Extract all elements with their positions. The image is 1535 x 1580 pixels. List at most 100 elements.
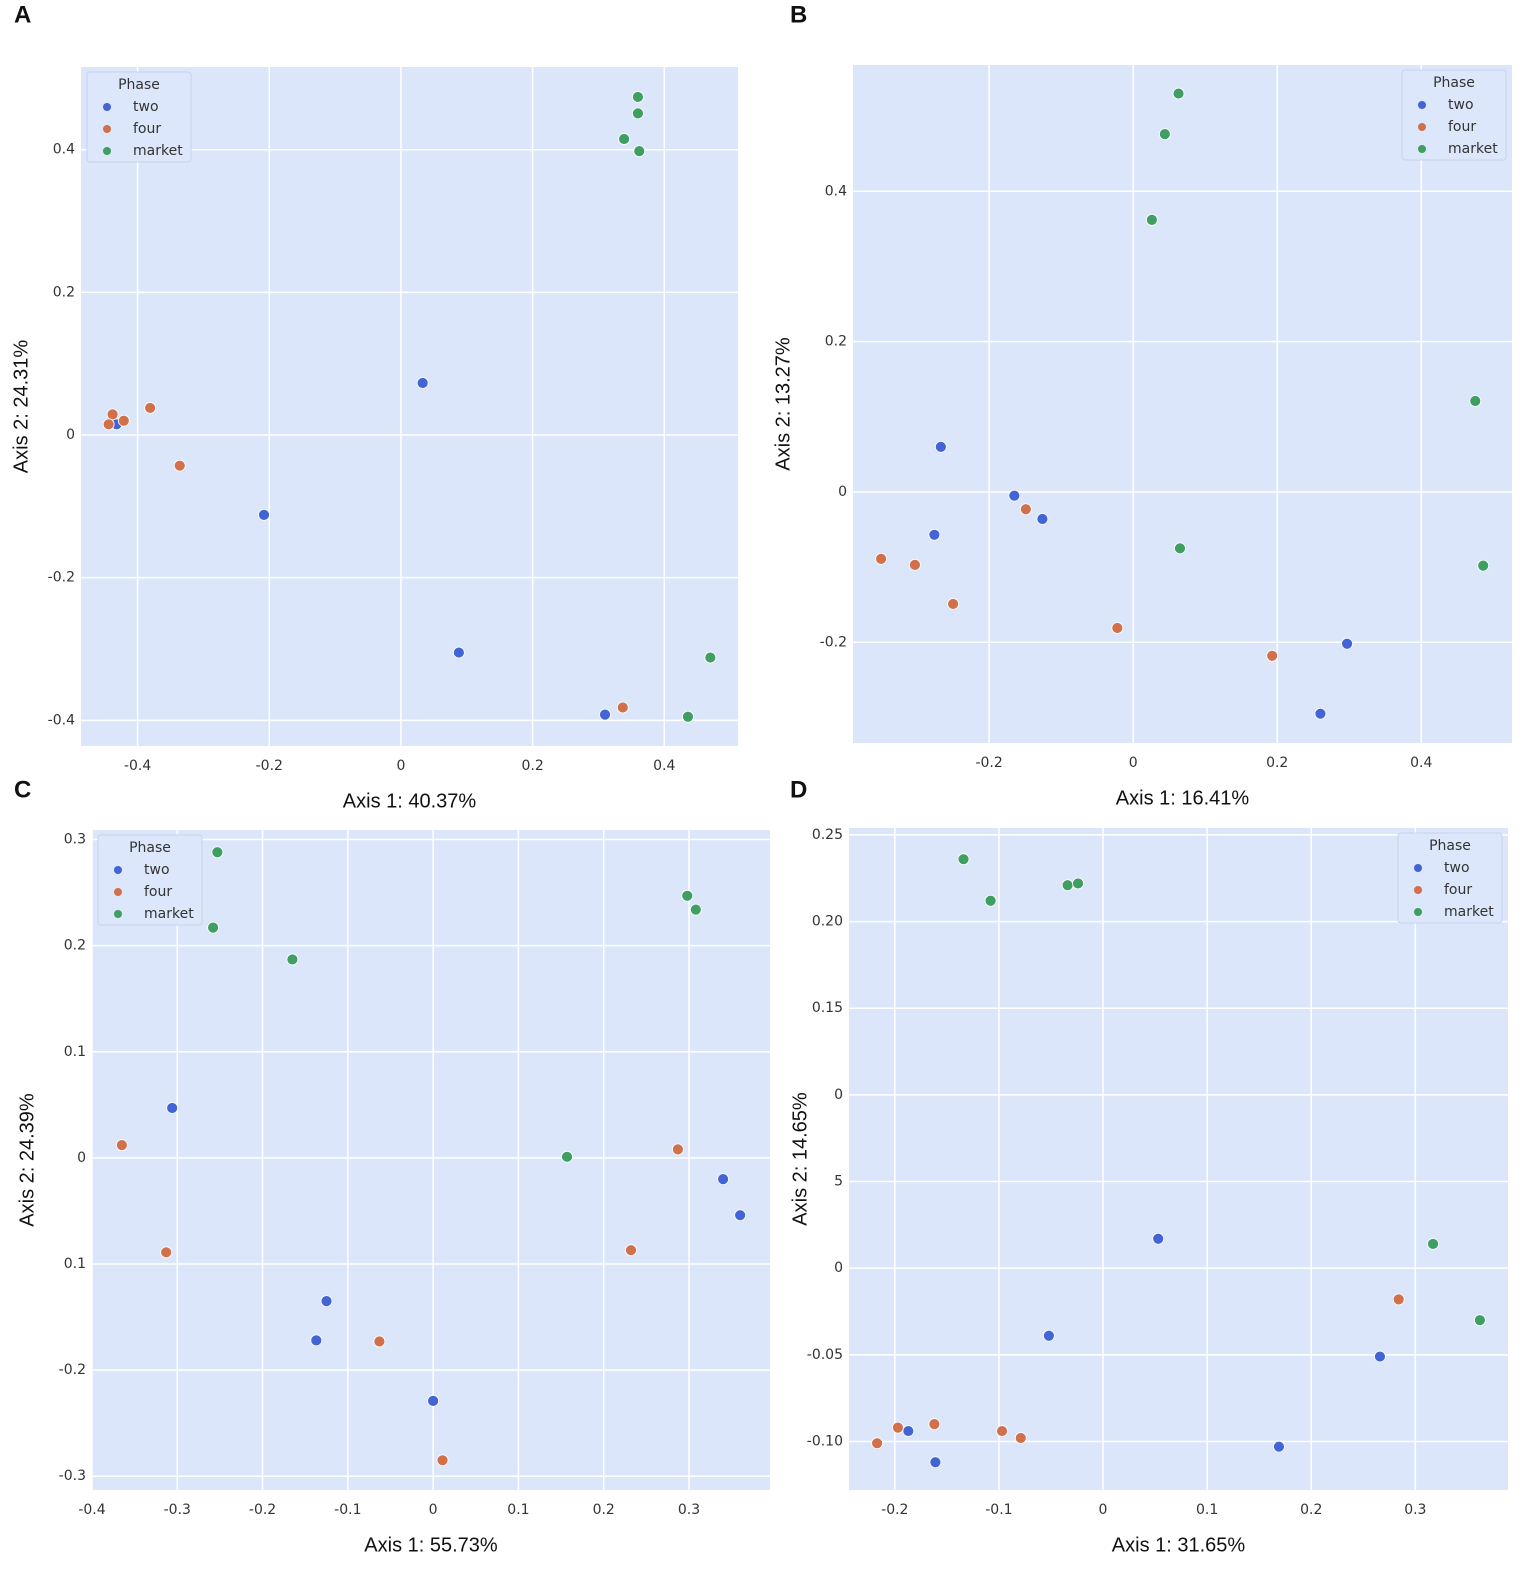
legend-title: Phase <box>1433 75 1475 91</box>
legend-box <box>1397 832 1503 924</box>
plot-area <box>92 830 770 1490</box>
legend-label: market <box>1444 904 1494 920</box>
x-tick-label: 0.2 <box>593 1502 615 1518</box>
y-axis-label: Axis 2: 24.31% <box>10 340 32 474</box>
point <box>160 1246 173 1259</box>
point <box>1477 559 1490 572</box>
point <box>909 558 921 571</box>
legend-title: Phase <box>129 840 171 856</box>
point <box>1273 1440 1285 1453</box>
x-tick-label: -0.3 <box>164 1502 191 1518</box>
legend-marker <box>1414 864 1422 872</box>
legend-box <box>86 71 192 163</box>
y-tick-label: 5 <box>834 1174 843 1190</box>
point <box>1266 649 1279 662</box>
x-tick-label: 0.1 <box>507 1502 529 1518</box>
y-tick-label: 0.1 <box>64 1256 86 1272</box>
point <box>207 921 220 934</box>
y-tick-label: 0 <box>838 484 847 500</box>
legend-box <box>97 834 203 926</box>
x-tick-label: -0.2 <box>975 755 1002 771</box>
x-tick-label: 0.2 <box>521 758 543 774</box>
point <box>632 107 644 120</box>
x-tick-label: 0 <box>1129 755 1138 771</box>
x-tick-label: -0.4 <box>124 758 151 774</box>
point <box>1111 622 1124 634</box>
legend: Phase two four market <box>1401 69 1507 161</box>
point <box>984 894 997 907</box>
x-tick-label: 0 <box>429 1502 438 1518</box>
x-axis-label: Axis 1: 16.41% <box>1116 787 1250 809</box>
point <box>1174 542 1186 555</box>
point <box>892 1421 904 1434</box>
legend: Phase two four market <box>86 71 192 163</box>
point <box>1008 489 1021 502</box>
point <box>633 145 646 158</box>
point <box>1036 513 1049 525</box>
point <box>599 708 611 721</box>
point <box>1158 128 1171 141</box>
legend-box <box>1401 69 1507 161</box>
point <box>1019 503 1032 516</box>
point <box>106 408 119 421</box>
x-axis-label: Axis 1: 31.65% <box>1112 1534 1246 1556</box>
x-tick-label: -0.1 <box>985 1502 1012 1518</box>
y-tick-label: 0.4 <box>53 142 75 158</box>
point <box>704 651 717 664</box>
legend-marker <box>114 910 122 918</box>
legend-marker <box>114 866 122 874</box>
point <box>1152 1232 1165 1245</box>
x-tick-label: 0.4 <box>1410 755 1432 771</box>
x-tick-label: -0.4 <box>78 1502 105 1518</box>
legend-marker <box>1414 908 1422 916</box>
x-tick-label: 0.1 <box>1196 1502 1218 1518</box>
point <box>1014 1432 1027 1444</box>
point <box>671 1143 684 1156</box>
point <box>625 1244 637 1257</box>
y-tick-label: 0 <box>834 1260 843 1276</box>
y-tick-label: 0.2 <box>53 284 75 300</box>
point <box>373 1335 386 1348</box>
point <box>427 1394 440 1407</box>
x-tick-label: 0 <box>1099 1502 1108 1518</box>
point <box>1061 879 1074 892</box>
point <box>115 1139 128 1152</box>
point <box>211 846 224 859</box>
y-tick-label: 0 <box>834 1087 843 1103</box>
plot-area <box>81 67 738 746</box>
legend-label: two <box>1448 97 1474 113</box>
y-tick-label: 0.2 <box>64 938 86 954</box>
point <box>561 1150 573 1163</box>
legend-label: two <box>1444 860 1470 876</box>
point <box>996 1425 1008 1437</box>
y-tick-label: 0.15 <box>812 1000 843 1016</box>
point <box>1341 637 1353 650</box>
legend-label: four <box>1444 882 1472 898</box>
point <box>928 528 941 541</box>
point <box>734 1209 747 1222</box>
point <box>1469 395 1482 407</box>
y-tick-label: 0.25 <box>812 827 843 843</box>
point <box>102 418 115 431</box>
point <box>144 402 157 414</box>
y-tick-label: -0.3 <box>59 1468 86 1484</box>
y-tick-label: 0.1 <box>64 1044 86 1060</box>
point <box>616 701 629 714</box>
point <box>957 853 970 866</box>
legend-label: market <box>133 143 183 159</box>
point <box>929 1456 942 1469</box>
legend-label: two <box>144 862 170 878</box>
point <box>902 1425 915 1437</box>
legend-label: market <box>1448 141 1498 157</box>
point <box>1042 1329 1055 1342</box>
point <box>258 509 270 521</box>
legend-marker <box>1418 123 1426 131</box>
point <box>875 552 887 565</box>
plot-area <box>849 828 1508 1490</box>
point <box>1473 1314 1486 1327</box>
plot-area <box>853 65 1512 743</box>
x-axis-label: Axis 1: 40.37% <box>343 790 477 812</box>
legend-marker <box>103 125 111 133</box>
y-tick-label: -0.2 <box>59 1362 86 1378</box>
